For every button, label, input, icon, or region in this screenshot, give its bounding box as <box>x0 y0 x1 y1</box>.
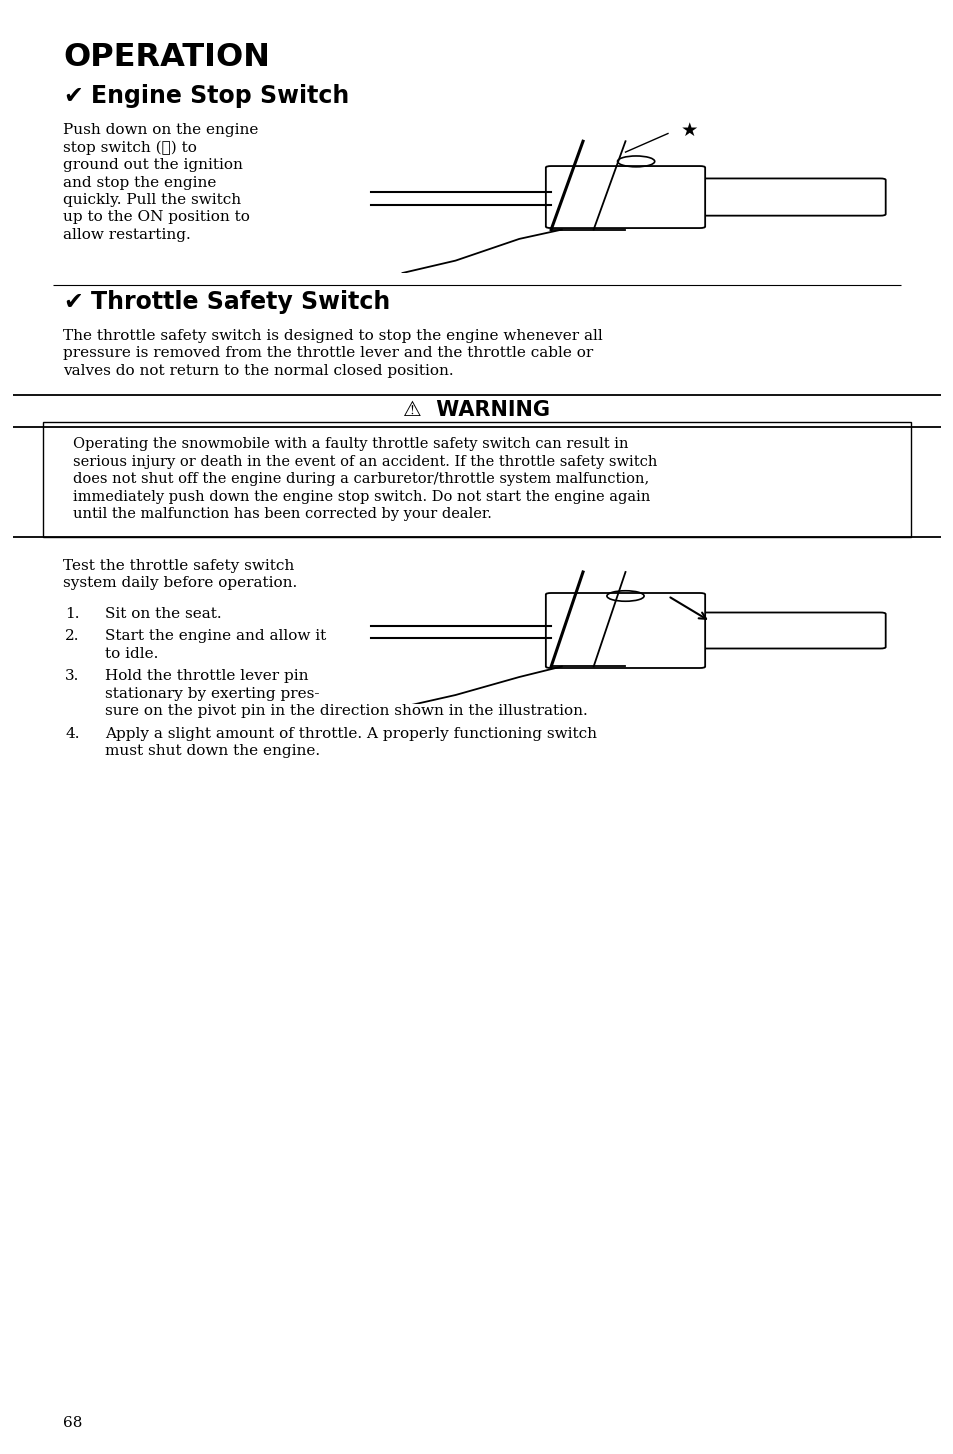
Text: serious injury or death in the event of an accident. If the throttle safety swit: serious injury or death in the event of … <box>73 455 657 470</box>
Text: stop switch (★) to: stop switch (★) to <box>63 141 196 156</box>
Bar <box>43 423 910 537</box>
FancyBboxPatch shape <box>545 166 704 228</box>
Text: Engine Stop Switch: Engine Stop Switch <box>91 84 349 108</box>
Text: Push down on the engine: Push down on the engine <box>63 124 258 137</box>
Text: Hold the throttle lever pin: Hold the throttle lever pin <box>105 669 308 683</box>
Text: Apply a slight amount of throttle. A properly functioning switch: Apply a slight amount of throttle. A pro… <box>105 727 597 742</box>
Text: up to the ON position to: up to the ON position to <box>63 211 250 224</box>
Text: pressure is removed from the throttle lever and the throttle cable or: pressure is removed from the throttle le… <box>63 346 593 361</box>
Text: 4.: 4. <box>65 727 79 742</box>
Text: 1.: 1. <box>65 606 79 621</box>
Text: OPERATION: OPERATION <box>63 42 270 73</box>
Text: valves do not return to the normal closed position.: valves do not return to the normal close… <box>63 364 453 378</box>
Text: ground out the ignition: ground out the ignition <box>63 158 243 172</box>
Text: stationary by exerting pres-: stationary by exerting pres- <box>105 686 319 701</box>
Text: and stop the engine: and stop the engine <box>63 176 216 189</box>
Text: Operating the snowmobile with a faulty throttle safety switch can result in: Operating the snowmobile with a faulty t… <box>73 438 628 452</box>
Text: The throttle safety switch is designed to stop the engine whenever all: The throttle safety switch is designed t… <box>63 329 602 343</box>
Text: 2.: 2. <box>65 630 79 644</box>
Text: system daily before operation.: system daily before operation. <box>63 576 297 590</box>
Text: must shut down the engine.: must shut down the engine. <box>105 744 320 759</box>
Text: allow restarting.: allow restarting. <box>63 228 191 241</box>
Text: immediately push down the engine stop switch. Do not start the engine again: immediately push down the engine stop sw… <box>73 490 650 505</box>
Text: Throttle Safety Switch: Throttle Safety Switch <box>91 289 390 314</box>
FancyBboxPatch shape <box>683 179 884 215</box>
Text: to idle.: to idle. <box>105 647 158 662</box>
Text: does not shut off the engine during a carburetor/throttle system malfunction,: does not shut off the engine during a ca… <box>73 473 649 487</box>
Text: Start the engine and allow it: Start the engine and allow it <box>105 630 326 644</box>
Text: sure on the pivot pin in the direction shown in the illustration.: sure on the pivot pin in the direction s… <box>105 705 587 718</box>
Text: ✔: ✔ <box>63 84 83 108</box>
Text: ⚠  WARNING: ⚠ WARNING <box>403 400 550 420</box>
Text: ✔: ✔ <box>63 289 83 314</box>
Text: 3.: 3. <box>65 669 79 683</box>
Text: Test the throttle safety switch: Test the throttle safety switch <box>63 558 294 573</box>
FancyBboxPatch shape <box>545 593 704 667</box>
Text: until the malfunction has been corrected by your dealer.: until the malfunction has been corrected… <box>73 507 492 522</box>
Text: 68: 68 <box>63 1416 82 1429</box>
Text: Sit on the seat.: Sit on the seat. <box>105 606 221 621</box>
Text: quickly. Pull the switch: quickly. Pull the switch <box>63 193 241 206</box>
Text: ★: ★ <box>679 121 698 140</box>
FancyBboxPatch shape <box>683 612 884 648</box>
